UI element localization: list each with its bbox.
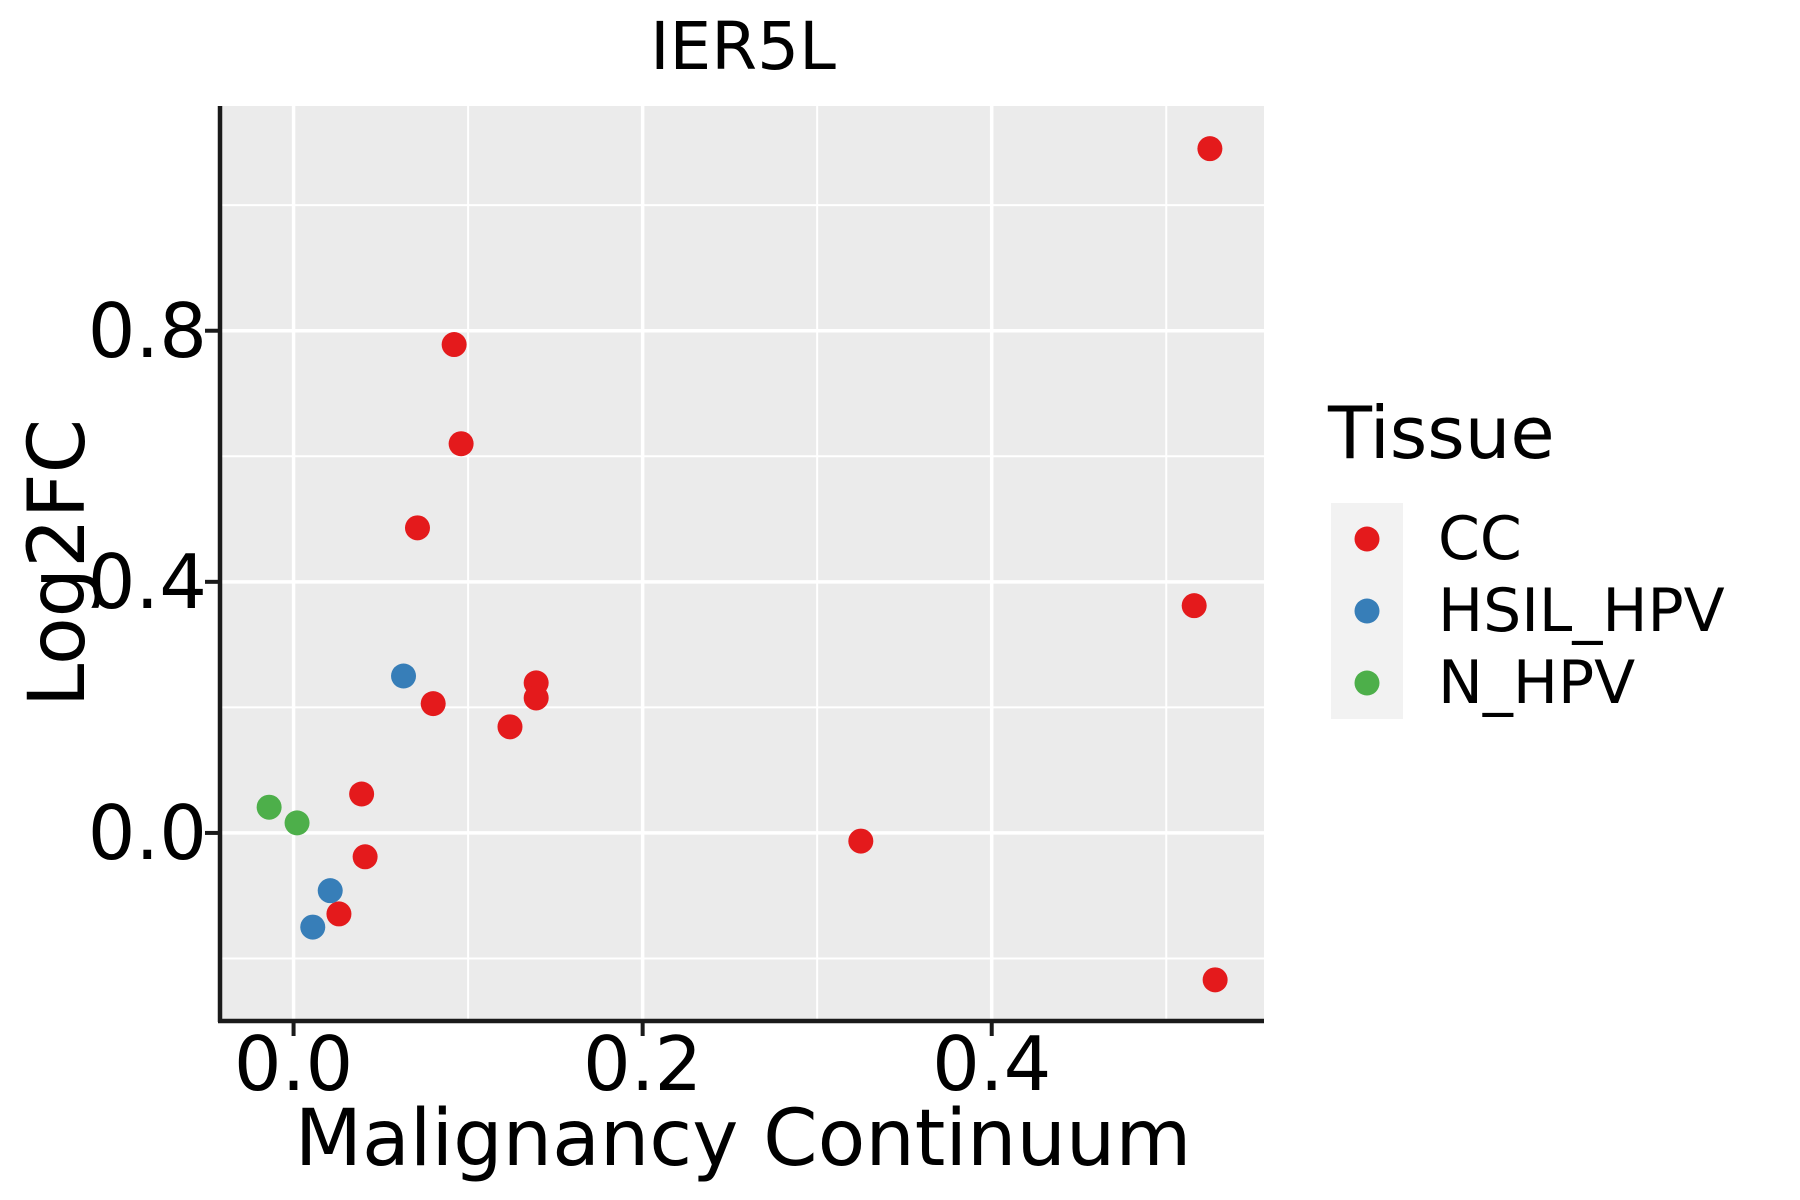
data-point-CC <box>404 515 430 541</box>
legend-dot-icon <box>1354 526 1380 552</box>
data-point-CC <box>420 691 446 717</box>
data-point-CC <box>349 781 375 807</box>
legend-dot-icon <box>1354 670 1380 696</box>
data-point-CC <box>441 332 467 358</box>
x-axis-title: Malignancy Continuum <box>294 1094 1192 1184</box>
y-tick-label: 0.4 <box>87 537 207 626</box>
legend-items: CC HSIL_HPV N_HPV <box>1331 503 1725 719</box>
axis-lines <box>217 106 1264 1024</box>
data-point-HSIL_HPV <box>300 914 326 940</box>
y-tick-label: 0.0 <box>87 788 207 877</box>
legend-item-label: CC <box>1438 504 1522 574</box>
data-point-HSIL_HPV <box>317 878 343 904</box>
plot-title: IER5L <box>650 8 836 85</box>
data-point-CC <box>1197 136 1223 162</box>
legend-item-label: HSIL_HPV <box>1438 576 1725 646</box>
legend-key <box>1331 575 1403 647</box>
legend-key <box>1331 647 1403 719</box>
plot-panel <box>222 106 1264 1020</box>
legend-title: Tissue <box>1328 391 1555 475</box>
gridlines-minor <box>222 106 1264 1020</box>
legend-item: HSIL_HPV <box>1331 575 1725 647</box>
data-point-N_HPV <box>256 794 282 820</box>
data-point-CC <box>497 714 523 740</box>
legend-key <box>1331 503 1403 575</box>
legend-item: N_HPV <box>1331 647 1725 719</box>
axis-ticks <box>205 328 994 1036</box>
legend: Tissue CC HSIL_HPV <box>1328 397 1725 719</box>
legend-item-label: N_HPV <box>1438 648 1636 718</box>
data-point-CC <box>523 685 549 711</box>
data-point-CC <box>352 844 378 870</box>
gridlines-major <box>222 106 1264 1020</box>
data-point-HSIL_HPV <box>391 663 417 689</box>
data-point-CC <box>1181 593 1207 619</box>
data-point-CC <box>1202 967 1228 993</box>
data-point-N_HPV <box>284 810 310 836</box>
data-points <box>256 136 1228 993</box>
x-tick-label: 0.2 <box>582 1020 703 1108</box>
y-tick-label: 0.8 <box>87 286 207 375</box>
data-point-CC <box>326 901 352 927</box>
legend-dot-icon <box>1354 598 1380 624</box>
y-axis-title: Log2FC <box>13 418 103 708</box>
data-point-CC <box>848 828 874 854</box>
data-point-CC <box>448 431 474 457</box>
legend-item: CC <box>1331 503 1725 575</box>
x-tick-label: 0.4 <box>932 1020 1052 1108</box>
x-tick-label: 0.0 <box>233 1020 354 1108</box>
